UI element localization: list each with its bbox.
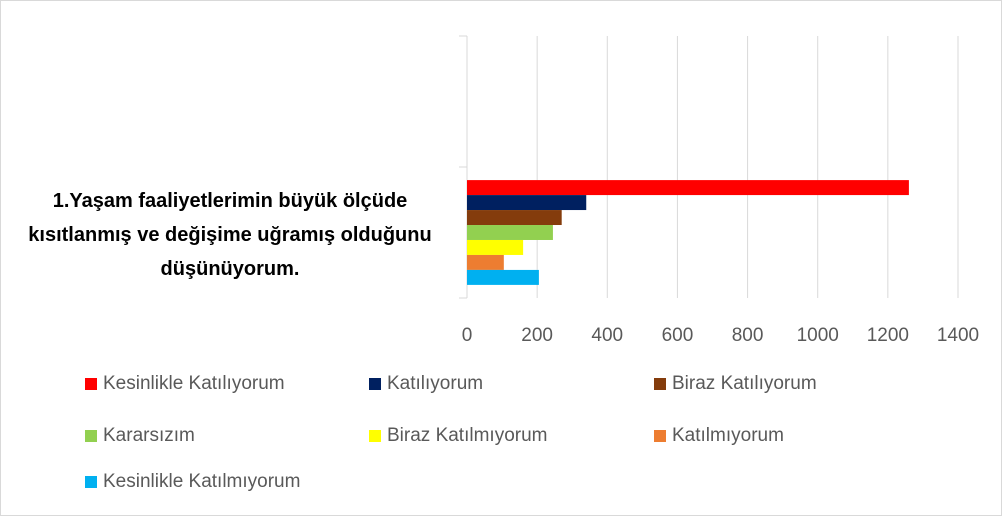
x-tick-label: 1400: [937, 325, 979, 346]
bar: [467, 225, 553, 240]
bar: [467, 269, 539, 285]
bar: [467, 180, 909, 196]
legend-label: Kesinlikle Katılıyorum: [103, 373, 285, 394]
bar: [467, 195, 587, 211]
legend-label: Katılıyorum: [387, 373, 483, 394]
legend-swatch: [654, 430, 666, 442]
legend-label: Kesinlikle Katılmıyorum: [103, 471, 300, 492]
x-tick-label: 800: [732, 325, 764, 346]
bar: [467, 254, 504, 270]
legend-label: Kararsızım: [103, 425, 195, 446]
x-tick-label: 1000: [797, 325, 839, 346]
legend-swatch: [85, 476, 97, 488]
x-tick-label: 0: [462, 325, 473, 346]
legend-label: Biraz Katılıyorum: [672, 373, 817, 394]
legend-swatch: [369, 430, 381, 442]
x-tick-label: 400: [591, 325, 623, 346]
legend-label: Biraz Katılmıyorum: [387, 425, 547, 446]
category-label: 1.Yaşam faaliyetlerimin büyük ölçüde kıs…: [28, 190, 432, 280]
bar: [467, 210, 562, 226]
bar: [467, 239, 524, 255]
legend-label: Katılmıyorum: [672, 425, 784, 446]
x-tick-label: 1200: [867, 325, 909, 346]
legend-swatch: [654, 378, 666, 390]
legend-swatch: [369, 378, 381, 390]
x-tick-label: 200: [521, 325, 553, 346]
legend-swatch: [85, 378, 97, 390]
x-tick-label: 600: [662, 325, 694, 346]
legend-swatch: [85, 430, 97, 442]
